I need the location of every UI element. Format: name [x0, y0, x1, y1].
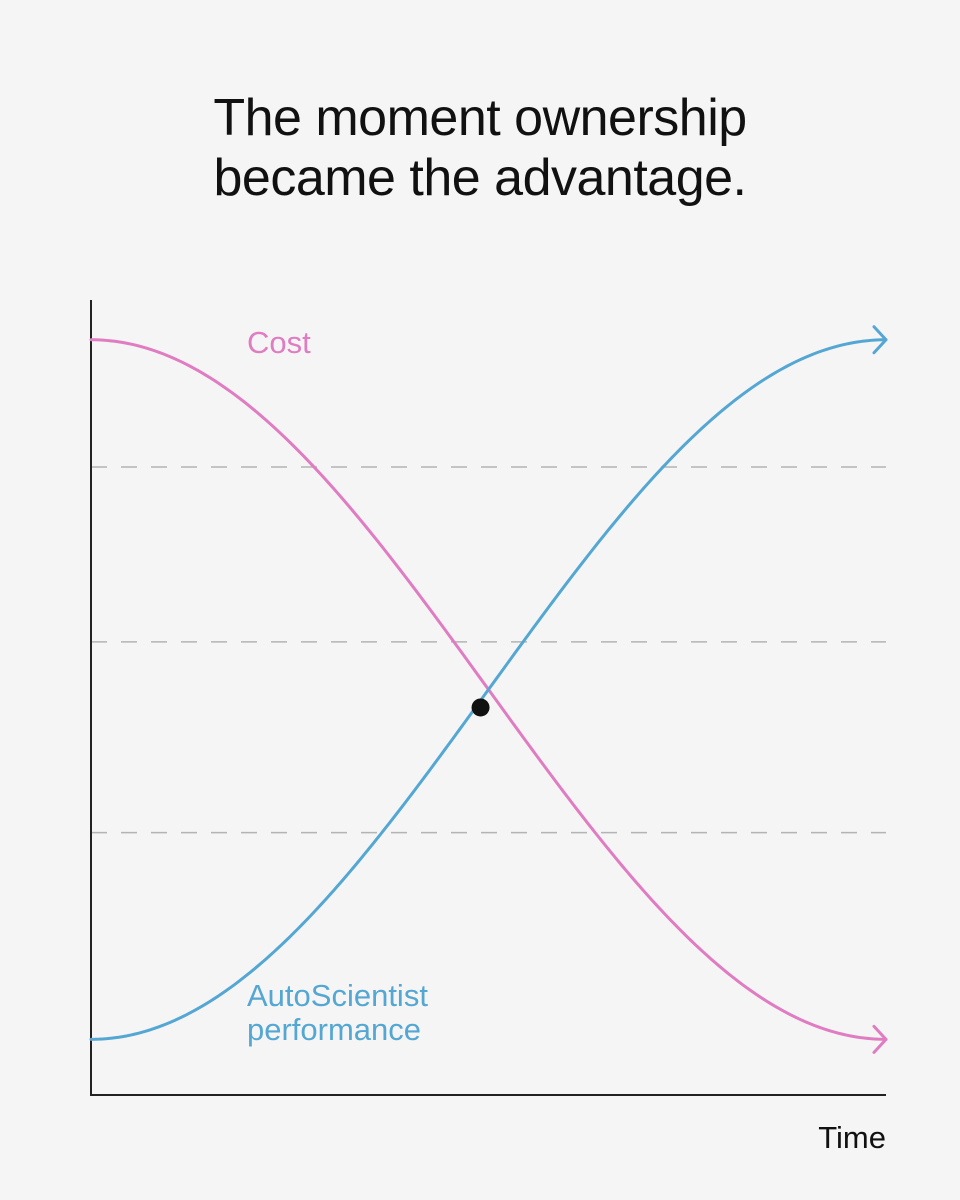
- series-label-autoscientist-performance: AutoScientist performance: [247, 978, 437, 1047]
- annotations: [471, 698, 490, 717]
- series-arrowhead-cost: [872, 1024, 888, 1054]
- axes: [90, 300, 886, 1096]
- series-label-autoscientist-line-1: AutoScientist: [247, 978, 428, 1013]
- chart-title: The moment ownership became the advantag…: [0, 88, 960, 208]
- grid-lines: [91, 466, 886, 834]
- series-label-autoscientist-line-2: performance: [247, 1012, 421, 1047]
- series-arrowhead-autoscientist-performance: [872, 325, 888, 355]
- chart-title-line-1: The moment ownership: [213, 89, 747, 147]
- series-label-cost: Cost: [247, 325, 311, 360]
- x-axis-label: Time: [818, 1120, 886, 1155]
- intersection-point: [471, 698, 490, 717]
- chart-title-line-2: became the advantage.: [213, 149, 747, 207]
- series-line-autoscientist-performance: [89, 338, 888, 1041]
- series-group: [89, 325, 888, 1054]
